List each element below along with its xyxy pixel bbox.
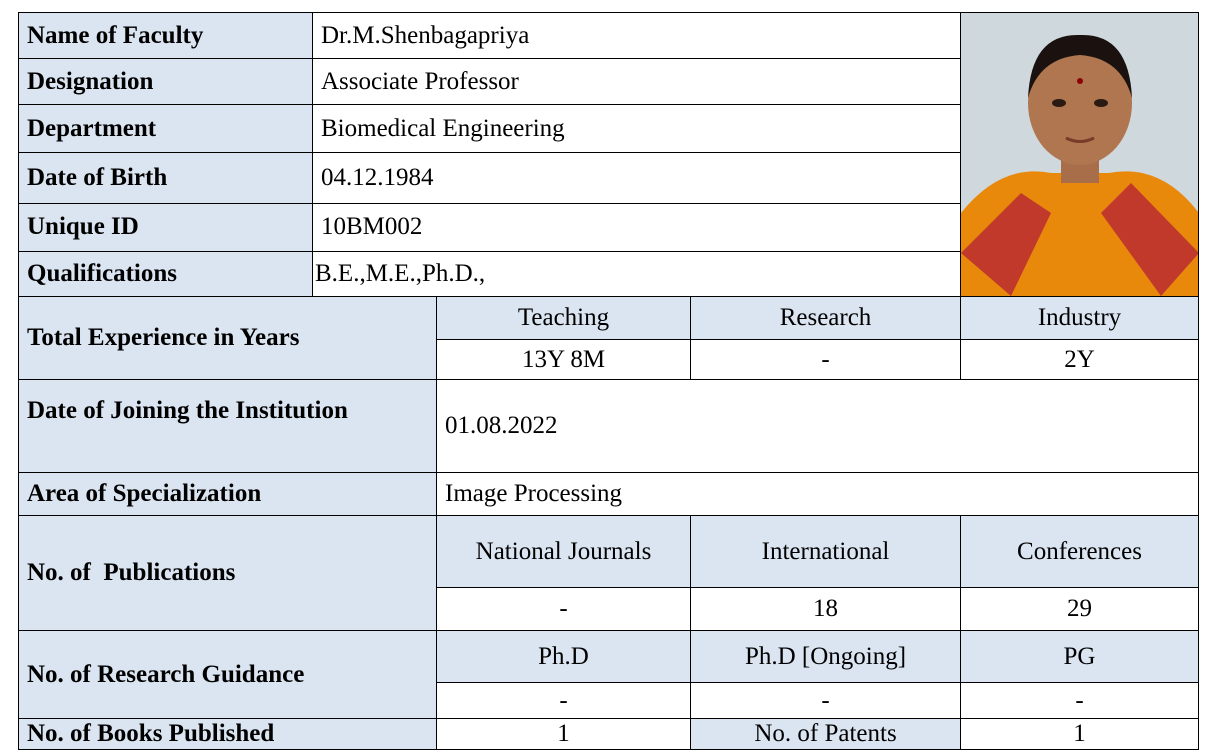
header: Teaching <box>436 296 691 340</box>
label: No. of Publications <box>18 515 437 631</box>
row: Area of Specialization Image Processing <box>18 472 1200 516</box>
value: Associate Professor <box>311 58 962 106</box>
row: No. of Research Guidance Ph.D Ph.D [Ongo… <box>18 630 1200 719</box>
label: Date of Joining the Institution <box>18 379 437 473</box>
label: Name of Faculty <box>18 11 313 60</box>
row: No. of Publications National Journals In… <box>18 515 1200 631</box>
value: 1 <box>436 718 691 750</box>
row: Unique ID 10BM002 <box>18 202 1199 252</box>
value: 2Y <box>960 339 1200 380</box>
portrait <box>961 13 1198 296</box>
photo <box>960 12 1200 297</box>
value: 29 <box>960 587 1200 631</box>
value: - <box>689 682 962 719</box>
label: Date of Birth <box>18 152 313 204</box>
row: Name of Faculty Dr.M.Shenbagapriya <box>18 11 1200 297</box>
value: - <box>960 682 1200 719</box>
row: - 18 29 <box>19 587 1200 631</box>
header: Industry <box>960 296 1200 340</box>
row: - - - <box>19 682 1200 719</box>
row: Date of Joining the Institution 01.08.20… <box>18 379 1200 473</box>
value: 10BM002 <box>311 202 962 252</box>
row: Date of Birth 04.12.1984 <box>18 152 1199 204</box>
value: 13Y 8M <box>436 339 691 380</box>
row: No. of Books Published 1 No. of Patents … <box>18 718 1200 750</box>
value: Biomedical Engineering <box>311 104 962 154</box>
header: Conferences <box>960 515 1200 588</box>
row: 13Y 8M - 2Y <box>19 339 1200 380</box>
label: No. of Patents <box>689 718 962 750</box>
label: Qualifications <box>18 250 313 298</box>
header: International <box>689 515 962 588</box>
header: Ph.D [Ongoing] <box>689 630 962 683</box>
value: - <box>436 587 691 631</box>
label: No. of Research Guidance <box>18 630 437 719</box>
value: - <box>436 682 691 719</box>
label: Unique ID <box>18 202 313 252</box>
value: Image Processing <box>435 472 1200 516</box>
value: 01.08.2022 <box>435 379 1200 473</box>
row: Total Experience in Years Teaching Resea… <box>18 296 1200 380</box>
header: Ph.D <box>436 630 691 683</box>
label: Designation <box>18 58 313 106</box>
label: Department <box>18 104 313 154</box>
row: Qualifications B.E.,M.E.,Ph.D., <box>18 250 1199 298</box>
value: 18 <box>689 587 962 631</box>
value: 1 <box>960 718 1200 750</box>
value: Dr.M.Shenbagapriya <box>311 11 962 60</box>
header: Research <box>689 296 962 340</box>
label: Total Experience in Years <box>18 296 437 380</box>
row: Department Biomedical Engineering <box>18 104 1199 154</box>
value: B.E.,M.E.,Ph.D., <box>311 250 962 298</box>
profile-table: Name of Faculty Dr.M.Shenbagapriya Desig… <box>18 11 1200 750</box>
header: National Journals <box>436 515 691 588</box>
header: PG <box>960 630 1200 683</box>
value: 04.12.1984 <box>311 152 962 204</box>
label: No. of Books Published <box>18 718 437 750</box>
label: Area of Specialization <box>18 472 437 516</box>
value: - <box>689 339 962 380</box>
row: Designation Associate Professor <box>18 58 1199 106</box>
